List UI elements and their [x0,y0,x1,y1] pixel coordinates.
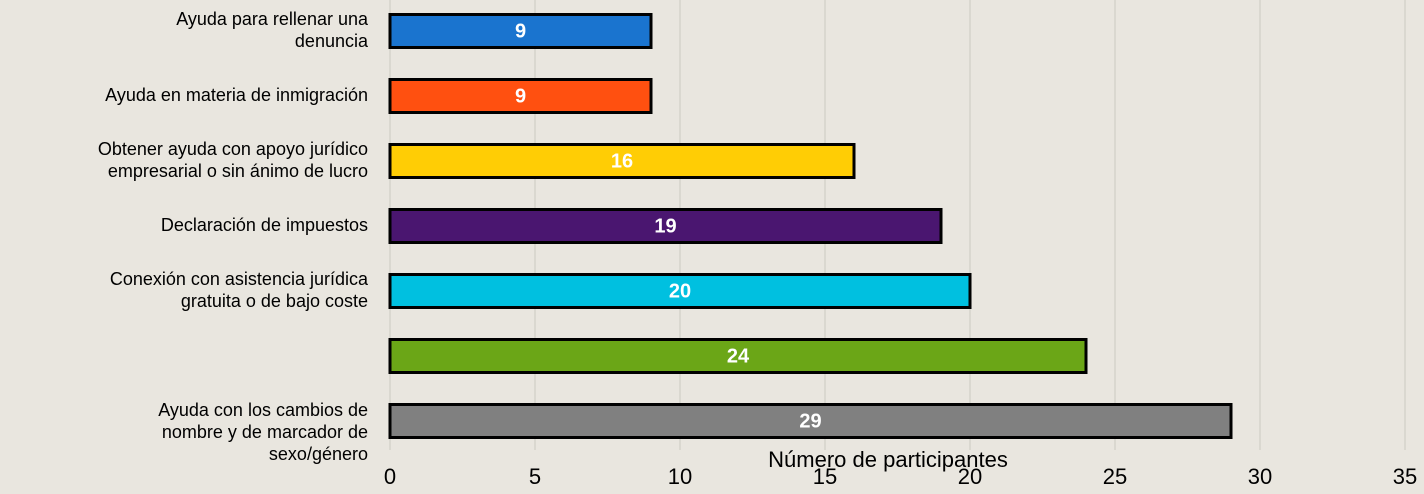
x-tick-label: 10 [668,464,692,489]
bar [388,403,1233,439]
value-label: 24 [727,345,750,367]
x-tick-label: 30 [1248,464,1272,489]
category-label: Ayuda para rellenar una denuncia [176,9,369,51]
category-label: Declaración de impuestos [161,215,368,235]
x-tick-label: 0 [384,464,396,489]
value-label: 19 [654,215,676,237]
category-label: Conexión con asistencia jurídica gratuita… [110,269,369,311]
bar [388,208,943,244]
x-tick-label: 5 [529,464,541,489]
bar [388,13,653,49]
x-tick-label: 35 [1393,464,1417,489]
bar [388,273,972,309]
category-label: Obtener ayuda con apoyo jurídico empresar… [98,139,368,181]
x-tick-label: 25 [1103,464,1127,489]
value-label: 16 [611,150,633,172]
bar [388,338,1088,374]
category-label: Ayuda con los cambios de nombre y de marc… [158,400,368,464]
value-label: 29 [799,410,821,432]
bar [388,143,856,179]
value-label: 9 [515,85,526,107]
category-label: Ayuda en materia de inmigración [105,85,368,105]
bar [388,78,653,114]
value-label: 20 [669,280,691,302]
value-label: 9 [515,20,526,42]
x-tick-label: 20 [958,464,982,489]
x-tick-label: 15 [813,464,837,489]
x-axis-title: Número de participantes [768,447,1008,472]
